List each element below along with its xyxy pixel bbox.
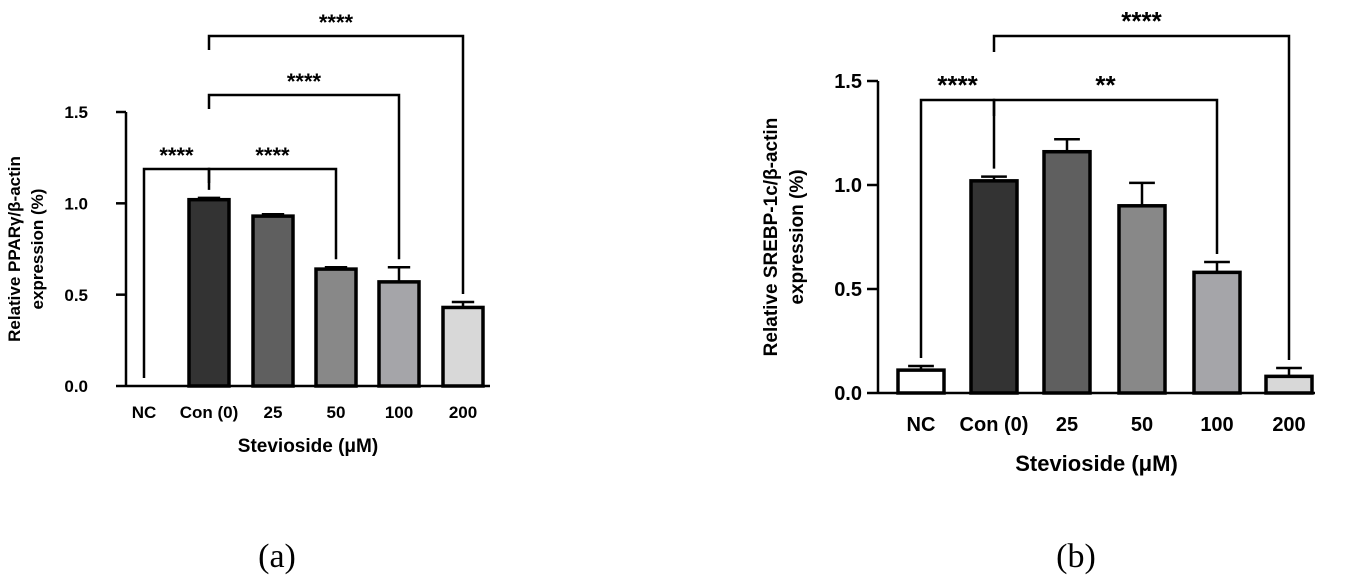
x-tick-label: 25 bbox=[1056, 414, 1078, 436]
significance-bracket bbox=[207, 34, 465, 294]
y-tick-label: 1.0 bbox=[834, 175, 862, 197]
y-tick-label: 0.0 bbox=[834, 383, 862, 405]
x-tick-label: 25 bbox=[264, 403, 283, 422]
significance-label: **** bbox=[159, 143, 194, 168]
y-tick-label: 0.5 bbox=[64, 286, 88, 305]
y-tick-label: 0.5 bbox=[834, 279, 862, 301]
y-axis-title: Relative PPARγ/β-actin bbox=[5, 156, 24, 342]
bar-2 bbox=[1042, 149, 1092, 395]
x-tick-label: 100 bbox=[1200, 414, 1233, 436]
bar-1 bbox=[187, 197, 231, 388]
significance-bracket bbox=[992, 34, 1291, 361]
y-axis-title: expression (%) bbox=[28, 189, 47, 310]
x-tick-label: 100 bbox=[385, 403, 413, 422]
significance-label: **** bbox=[1121, 6, 1162, 36]
bar-4 bbox=[377, 280, 421, 388]
x-tick-label: 200 bbox=[449, 403, 477, 422]
significance-label: ** bbox=[1095, 70, 1116, 100]
y-axis-title: Relative SREBP-1c/β-actin bbox=[761, 118, 782, 357]
significance-label: **** bbox=[287, 69, 322, 94]
bar-1 bbox=[969, 179, 1019, 395]
y-tick-label: 0.0 bbox=[64, 377, 88, 396]
bar-0 bbox=[896, 368, 946, 395]
y-tick-label: 1.0 bbox=[64, 194, 88, 213]
bar-5 bbox=[441, 305, 485, 388]
bar-3 bbox=[314, 267, 358, 388]
significance-bracket bbox=[919, 98, 996, 358]
significance-bracket bbox=[207, 167, 338, 260]
chart-panel-a: 0.0 0.5 1.0 1.5 Relative PPARγ/β-actin expres… bbox=[5, 10, 490, 457]
bar-5 bbox=[1264, 374, 1314, 395]
x-tick-label: 50 bbox=[327, 403, 346, 422]
x-tick-label: 200 bbox=[1272, 414, 1305, 436]
y-tick-label: 1.5 bbox=[64, 103, 88, 122]
y-tick-label: 1.5 bbox=[834, 71, 862, 93]
panel-label-a: (a) bbox=[258, 538, 296, 575]
x-axis-title: Stevioside (μM) bbox=[238, 436, 378, 457]
significance-bracket bbox=[207, 93, 401, 260]
y-axis-title: expression (%) bbox=[787, 169, 808, 304]
x-tick-label: Con (0) bbox=[960, 414, 1029, 436]
bar-4 bbox=[1192, 270, 1242, 395]
x-tick-label: 50 bbox=[1131, 414, 1153, 436]
bar-2 bbox=[251, 214, 295, 388]
chart-panel-b: 0.0 0.5 1.0 1.5 Relative SREBP-1c/β-actin exp… bbox=[761, 6, 1315, 476]
x-tick-label: NC bbox=[132, 403, 157, 422]
bar-3 bbox=[1117, 204, 1167, 395]
significance-label: **** bbox=[319, 10, 354, 35]
x-axis-title: Stevioside (μM) bbox=[1015, 451, 1178, 476]
x-tick-label: Con (0) bbox=[180, 403, 239, 422]
significance-bracket bbox=[992, 98, 1219, 254]
x-tick-label: NC bbox=[907, 414, 936, 436]
significance-label: **** bbox=[255, 143, 290, 168]
significance-label: **** bbox=[937, 70, 978, 100]
panel-label-b: (b) bbox=[1056, 538, 1096, 575]
